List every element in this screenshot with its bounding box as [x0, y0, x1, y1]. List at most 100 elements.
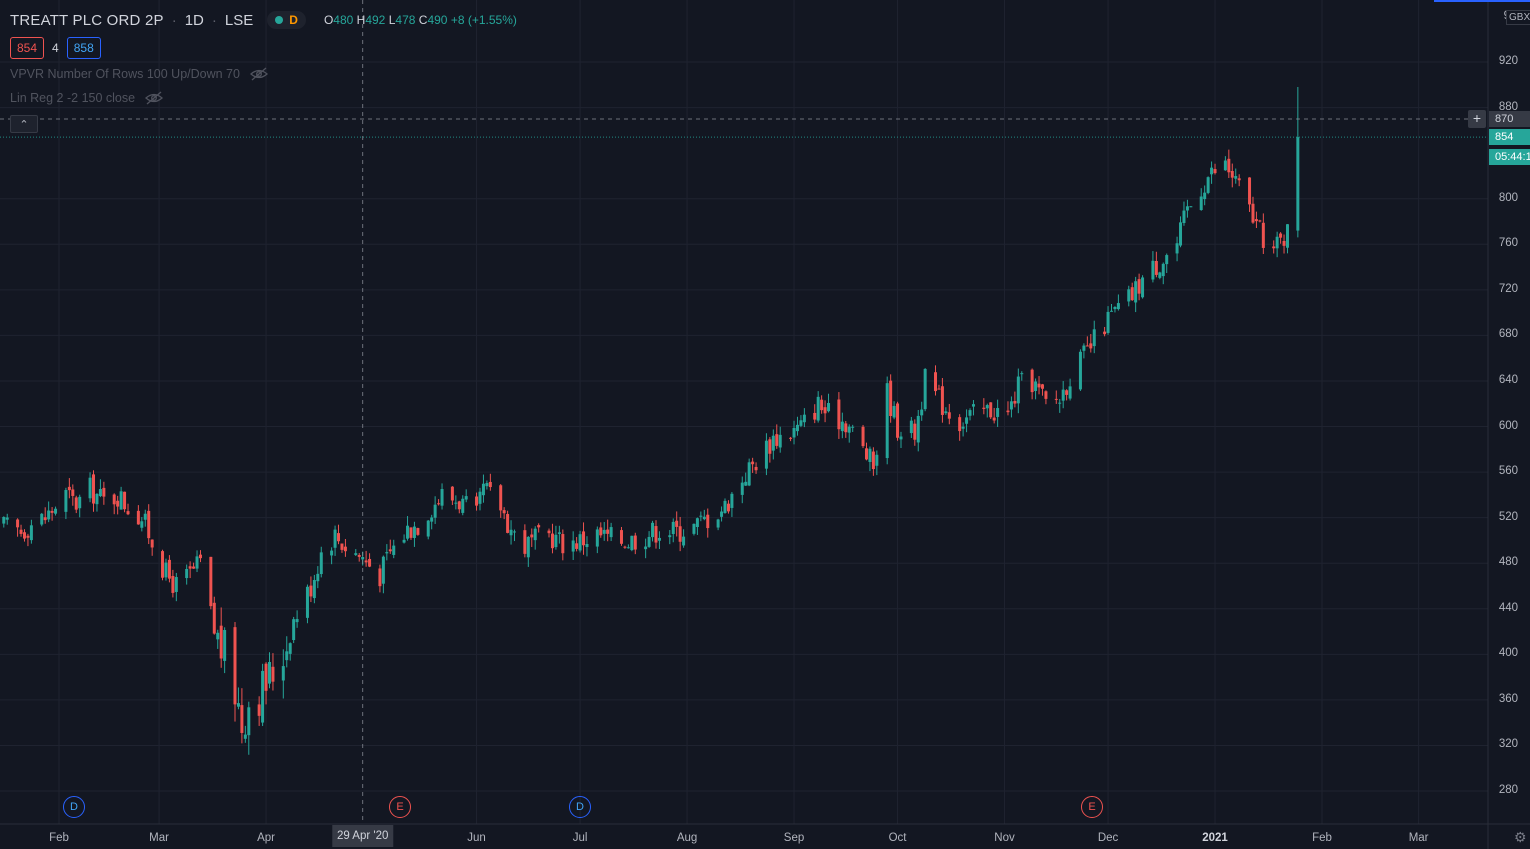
candle-body [968, 410, 972, 416]
candle-body [623, 546, 627, 548]
candle-body [216, 632, 220, 640]
price-tick-label: 400 [1498, 647, 1518, 660]
candle-body [816, 396, 820, 421]
candle-body [1213, 169, 1217, 174]
candle-body [126, 511, 130, 515]
candle-body [668, 535, 672, 538]
candle-body [212, 602, 216, 634]
candle-body [1127, 289, 1131, 302]
crosshair-date-tag: 29 Apr '20 [331, 825, 394, 847]
candle-body [557, 532, 561, 534]
candle-body [74, 497, 78, 510]
interval-label[interactable]: 1D [184, 11, 204, 29]
candle-body [837, 399, 841, 430]
candle-body [337, 533, 341, 542]
price-tick-label: 720 [1498, 282, 1518, 295]
spread-value: 4 [52, 41, 59, 55]
candle-body [799, 420, 803, 426]
candle-body [1020, 373, 1024, 375]
earnings-marker[interactable]: E [1081, 796, 1103, 818]
candle-body [985, 405, 989, 409]
price-tick-label: 560 [1498, 465, 1518, 478]
eye-hidden-icon[interactable] [145, 91, 164, 105]
candle-body [626, 547, 630, 549]
close-label: C [418, 13, 428, 27]
candle-body [1179, 222, 1183, 246]
price-tick-label: 280 [1498, 784, 1518, 796]
market-status-pill[interactable]: D [267, 11, 306, 29]
candle-body [309, 585, 313, 597]
indicator-linreg[interactable]: Lin Reg 2 -2 150 close [10, 91, 164, 105]
candle-body [450, 486, 454, 501]
candle-body [195, 556, 199, 569]
symbol-title[interactable]: TREATT PLC ORD 2P [10, 11, 164, 29]
candle-body [751, 461, 755, 465]
candle-body [823, 407, 827, 414]
candle-body [112, 494, 116, 505]
price-tick-label: 360 [1498, 692, 1518, 705]
candle-body [671, 521, 675, 534]
time-tick-label: Mar [149, 832, 169, 844]
candle-body [50, 510, 54, 513]
candle-body [934, 372, 938, 392]
chevron-up-icon: ⌃ [19, 118, 29, 131]
candle-body [454, 502, 458, 504]
earnings-marker[interactable]: E [389, 796, 411, 818]
dividend-marker[interactable]: D [63, 796, 85, 818]
candle-body [381, 556, 385, 584]
candle-body [161, 551, 165, 578]
candle-body [1151, 260, 1155, 280]
candle-body [1234, 176, 1238, 179]
candle-body [268, 662, 271, 684]
candle-body [198, 554, 202, 559]
candle-body [464, 496, 468, 500]
candle-body [174, 577, 178, 592]
ohlc-values: O480 H492 L478 C490 +8 (+1.55%) [324, 13, 517, 27]
candle-body [188, 566, 192, 569]
candle-body [561, 534, 565, 554]
currency-label[interactable]: GBX [1506, 10, 1530, 25]
time-tick-label: Feb [49, 832, 69, 844]
eye-hidden-icon[interactable] [249, 67, 268, 81]
candle-body [582, 531, 586, 546]
collapse-legend-button[interactable]: ⌃ [10, 115, 38, 133]
candle-body [1058, 402, 1062, 404]
time-tick-label: Jun [467, 832, 486, 844]
time-tick-label: Jul [572, 832, 588, 844]
candle-body [312, 580, 316, 599]
candle-body [406, 525, 410, 539]
add-alert-plus-icon[interactable]: + [1468, 109, 1486, 128]
candle-body [840, 421, 844, 432]
candle-body [1103, 331, 1107, 335]
price-tick-label: 920 [1498, 55, 1518, 67]
ask-price-button[interactable]: 858 [66, 37, 101, 59]
dividend-marker[interactable]: D [569, 796, 591, 818]
candle-body [1285, 224, 1289, 248]
candle-body [98, 489, 102, 497]
candle-body [851, 426, 855, 428]
candle-body [1223, 160, 1227, 171]
candle-body [744, 481, 748, 486]
candle-body [1199, 196, 1203, 211]
candle-body [633, 535, 637, 550]
candle-body [64, 490, 68, 512]
candle-body [892, 405, 896, 418]
candle-body [1040, 384, 1044, 389]
candle-body [1130, 287, 1134, 301]
candle-body [1254, 219, 1258, 222]
candle-body [102, 487, 106, 497]
bid-price-button[interactable]: 854 [10, 37, 45, 59]
low-label: L [388, 13, 396, 27]
candle-body [599, 527, 603, 536]
candle-body [1085, 345, 1089, 347]
settings-gear-icon[interactable]: ⚙ [1514, 829, 1527, 845]
candle-body [461, 498, 465, 513]
candle-body [740, 482, 744, 495]
candle-body [409, 527, 413, 538]
indicator-vpvr[interactable]: VPVR Number Of Rows 100 Up/Down 70 [10, 67, 268, 81]
candle-body [1261, 222, 1265, 248]
candle-body [223, 629, 227, 661]
candle-body [820, 399, 824, 411]
